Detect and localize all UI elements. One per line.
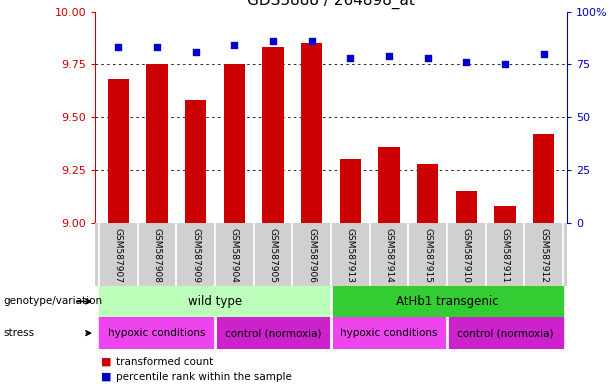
Text: control (normoxia): control (normoxia) — [457, 328, 554, 338]
Text: GSM587904: GSM587904 — [230, 228, 239, 283]
Text: wild type: wild type — [188, 295, 242, 308]
Bar — [417, 164, 438, 223]
Text: percentile rank within the sample: percentile rank within the sample — [116, 372, 292, 382]
Bar — [224, 65, 245, 223]
Text: GSM587906: GSM587906 — [307, 228, 316, 283]
Text: stress: stress — [3, 328, 34, 338]
Bar — [447, 317, 563, 349]
Text: GSM587915: GSM587915 — [423, 228, 432, 283]
Bar — [262, 47, 284, 223]
Point — [229, 42, 239, 48]
Point — [384, 53, 394, 59]
Title: GDS3888 / 264898_at: GDS3888 / 264898_at — [247, 0, 415, 9]
Text: GSM587913: GSM587913 — [346, 228, 355, 283]
Bar — [185, 100, 206, 223]
Bar — [108, 79, 129, 223]
Point — [346, 55, 356, 61]
Text: GSM587908: GSM587908 — [153, 228, 161, 283]
Text: GSM587909: GSM587909 — [191, 228, 200, 283]
Bar — [456, 191, 477, 223]
Bar — [215, 317, 331, 349]
Text: GSM587912: GSM587912 — [539, 228, 548, 283]
Point — [152, 44, 162, 50]
Text: transformed count: transformed count — [116, 357, 214, 367]
Point — [500, 61, 510, 68]
Text: GSM587911: GSM587911 — [501, 228, 509, 283]
Bar — [533, 134, 554, 223]
Bar — [495, 206, 516, 223]
Point — [113, 44, 123, 50]
Bar — [340, 159, 361, 223]
Text: GSM587907: GSM587907 — [114, 228, 123, 283]
Point — [268, 38, 278, 44]
Text: hypoxic conditions: hypoxic conditions — [108, 328, 206, 338]
Point — [306, 38, 316, 44]
Bar — [331, 286, 563, 317]
Bar — [99, 286, 331, 317]
Bar — [301, 43, 322, 223]
Text: ■: ■ — [101, 372, 112, 382]
Text: GSM587910: GSM587910 — [462, 228, 471, 283]
Point — [191, 49, 200, 55]
Bar — [99, 317, 215, 349]
Bar — [331, 317, 447, 349]
Text: control (normoxia): control (normoxia) — [225, 328, 321, 338]
Text: AtHb1 transgenic: AtHb1 transgenic — [396, 295, 498, 308]
Point — [539, 51, 549, 57]
Text: ■: ■ — [101, 357, 112, 367]
Bar — [378, 147, 400, 223]
Text: GSM587905: GSM587905 — [268, 228, 278, 283]
Text: GSM587914: GSM587914 — [384, 228, 394, 283]
Point — [423, 55, 433, 61]
Text: hypoxic conditions: hypoxic conditions — [340, 328, 438, 338]
Text: genotype/variation: genotype/variation — [3, 296, 102, 306]
Bar — [147, 65, 167, 223]
Point — [462, 59, 471, 65]
